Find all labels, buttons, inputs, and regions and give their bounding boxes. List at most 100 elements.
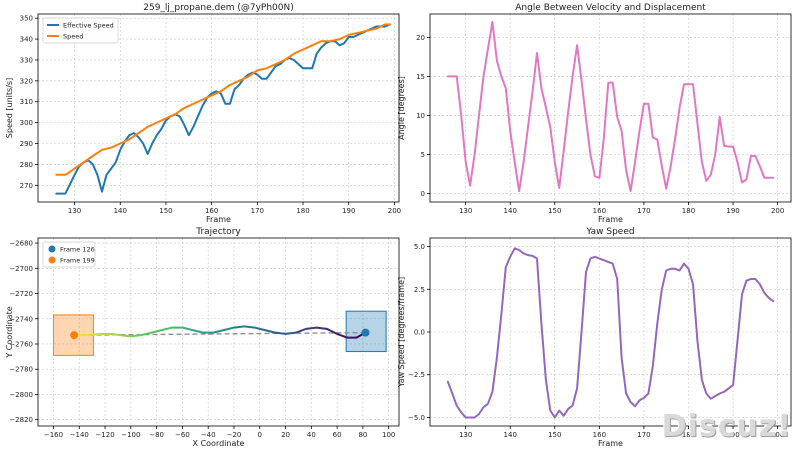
y-tick-label: −2780 bbox=[9, 366, 33, 374]
y-tick-label: −5.0 bbox=[408, 414, 425, 422]
x-tick-label: 100 bbox=[382, 431, 395, 439]
legend-box bbox=[42, 17, 119, 44]
x-tick-label: 130 bbox=[68, 207, 81, 215]
chart-title: Angle Between Velocity and Displacement bbox=[515, 3, 706, 13]
y-axis-label: Angle [degrees] bbox=[397, 76, 406, 140]
x-axis-label: Frame bbox=[206, 215, 231, 224]
legend-marker bbox=[48, 245, 56, 253]
trajectory-segment bbox=[284, 331, 297, 335]
legend: Effective Speed Speed bbox=[42, 17, 119, 44]
y-tick-label: 5 bbox=[421, 151, 425, 159]
trajectory-segment bbox=[222, 326, 235, 332]
legend-box bbox=[42, 241, 96, 268]
x-axis-label: Frame bbox=[598, 439, 623, 448]
y-tick-label: −2740 bbox=[9, 315, 33, 323]
x-tick-label: 140 bbox=[504, 207, 517, 215]
x-tick-label: −100 bbox=[121, 431, 140, 439]
trajectory-segment bbox=[181, 326, 194, 332]
x-tick-label: 130 bbox=[459, 431, 472, 439]
y-tick-label: 340 bbox=[20, 36, 33, 44]
y-tick-label: 280 bbox=[20, 161, 33, 169]
chart-angle: 130 140 150 160 170 180 190 200 0 5 10 15 20 Angle Be… bbox=[397, 3, 792, 224]
y-tick-label: −2820 bbox=[9, 416, 33, 424]
trajectory-segment bbox=[315, 326, 328, 330]
y-tick-label: −2800 bbox=[9, 391, 33, 399]
chart-title: Trajectory bbox=[195, 227, 241, 237]
x-tick-label: 60 bbox=[333, 431, 342, 439]
x-tick-label: −160 bbox=[44, 431, 63, 439]
y-tick-label: 0 bbox=[421, 190, 425, 198]
x-tick-label: 80 bbox=[358, 431, 367, 439]
legend-label: Speed bbox=[63, 33, 83, 41]
series-line-yaw-speed bbox=[446, 247, 775, 419]
x-tick-label: 170 bbox=[251, 207, 264, 215]
trajectory-segment bbox=[294, 327, 308, 334]
y-tick-label: −2700 bbox=[9, 265, 33, 273]
plot-area bbox=[446, 20, 775, 193]
trajectory-segment bbox=[129, 334, 143, 338]
series-line-speed bbox=[55, 23, 391, 176]
trajectory-segment bbox=[232, 325, 246, 329]
x-tick-label: −20 bbox=[227, 431, 242, 439]
chart-speed: 130 140 150 160 170 180 190 200 270 280 290 300 310 3… bbox=[5, 3, 401, 224]
y-tick-label: 5.0 bbox=[414, 243, 425, 251]
y-axis-label: Y Coordinate bbox=[5, 306, 14, 358]
trajectory-segment bbox=[274, 331, 287, 335]
end-point-marker bbox=[70, 331, 79, 340]
y-tick-label: 290 bbox=[20, 140, 33, 148]
axes-frame bbox=[37, 237, 400, 427]
y-tick-label: 15 bbox=[416, 73, 425, 81]
legend-label: Frame 199 bbox=[60, 257, 95, 265]
trajectory-segment bbox=[263, 329, 277, 334]
x-tick-label: 150 bbox=[159, 207, 172, 215]
y-tick-label: 0.0 bbox=[414, 329, 425, 337]
chart-trajectory: −160 −140 −120 −100 −80 −60 −40 −20 0 20 40 60 80 100… bbox=[5, 227, 400, 448]
x-axis-label: X Coordinate bbox=[193, 439, 245, 448]
x-tick-label: 160 bbox=[593, 431, 606, 439]
y-tick-label: 2.5 bbox=[414, 286, 425, 294]
chart-title: 259_lj_propane.dem (@7yPh00N) bbox=[143, 3, 294, 13]
x-tick-label: 170 bbox=[637, 431, 650, 439]
x-tick-label: 140 bbox=[504, 431, 517, 439]
x-tick-label: 180 bbox=[296, 207, 309, 215]
x-tick-label: −120 bbox=[95, 431, 114, 439]
x-tick-label: 0 bbox=[258, 431, 262, 439]
y-axis-label: Speed [units/s] bbox=[5, 78, 14, 138]
legend-label: Frame 126 bbox=[60, 246, 95, 254]
trajectory-segment bbox=[88, 332, 101, 337]
x-axis-label: Frame bbox=[598, 215, 623, 224]
start-point-marker bbox=[361, 328, 370, 337]
trajectory-segment bbox=[212, 329, 225, 334]
y-tick-label: 270 bbox=[20, 182, 33, 190]
x-tick-label: −40 bbox=[201, 431, 216, 439]
trajectory-segment bbox=[253, 326, 266, 332]
y-tick-label: −2.5 bbox=[408, 371, 425, 379]
watermark-logo: Discuz! bbox=[661, 409, 792, 444]
y-axis-label: Yaw Speed [degrees/frame] bbox=[397, 277, 406, 388]
y-tick-label: 20 bbox=[416, 34, 425, 42]
y-tick-label: −2720 bbox=[9, 290, 33, 298]
y-tick-label: 10 bbox=[416, 112, 425, 120]
x-tick-label: −60 bbox=[175, 431, 190, 439]
x-tick-label: 40 bbox=[307, 431, 316, 439]
x-tick-label: 190 bbox=[726, 207, 739, 215]
x-tick-label: 150 bbox=[548, 431, 561, 439]
y-tick-label: 330 bbox=[20, 56, 33, 64]
y-tick-label: 310 bbox=[20, 98, 33, 106]
x-tick-label: 160 bbox=[205, 207, 218, 215]
legend: Frame 126 Frame 199 bbox=[42, 241, 96, 268]
x-tick-label: −140 bbox=[70, 431, 89, 439]
chart-title: Yaw Speed bbox=[585, 227, 634, 237]
x-tick-label: 130 bbox=[459, 207, 472, 215]
x-tick-label: 200 bbox=[771, 431, 784, 439]
axes-frame bbox=[429, 13, 792, 203]
y-tick-label: 320 bbox=[20, 77, 33, 85]
x-tick-label: 190 bbox=[726, 431, 739, 439]
trajectory-segment bbox=[119, 334, 132, 338]
y-tick-label: 300 bbox=[20, 119, 33, 127]
y-tick-label: −2680 bbox=[9, 240, 33, 248]
series-line-angle bbox=[446, 20, 775, 193]
x-tick-label: 160 bbox=[593, 207, 606, 215]
trajectory-segment bbox=[336, 332, 349, 339]
